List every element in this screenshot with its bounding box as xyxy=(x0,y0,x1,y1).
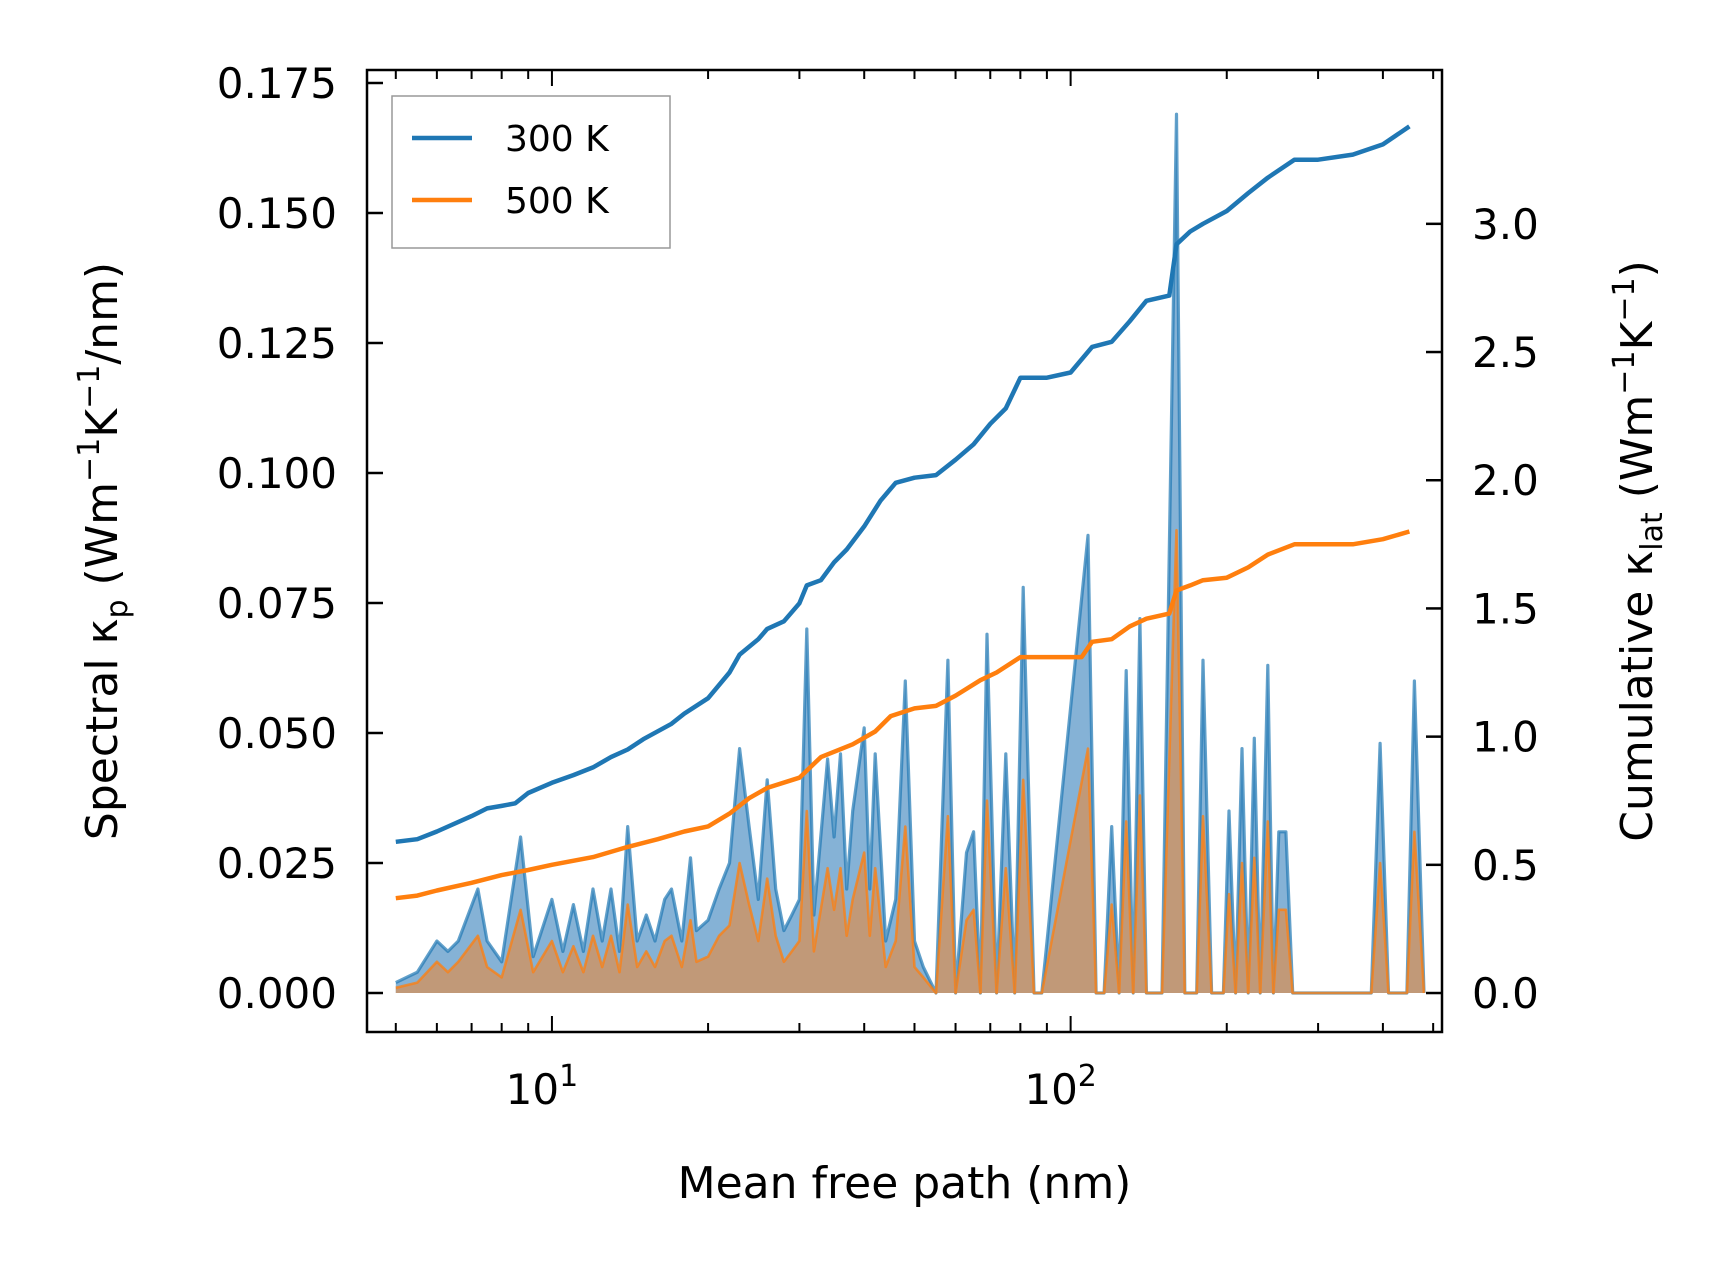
left-y-tick-label: 0.175 xyxy=(217,59,337,108)
left-y-axis-title: Spectral κp (Wm−1K−1/nm) xyxy=(72,262,135,840)
right-y-tick-label: 2.5 xyxy=(1472,328,1539,377)
cumulative-lines xyxy=(395,124,1411,901)
left-y-tick-label: 0.125 xyxy=(217,319,337,368)
left-y-tick-label: 0.150 xyxy=(217,189,337,238)
axis-labels: 0.000 0.025 0.050 0.075 0.100 0.125 0.150 0.175… xyxy=(72,59,1670,1209)
x-tick-label: 101 xyxy=(506,1059,579,1114)
cumulative-line-300k xyxy=(395,124,1411,845)
axes xyxy=(365,68,1444,1034)
cumulative-line-500k xyxy=(395,529,1411,901)
x-tick-label: 102 xyxy=(1024,1059,1097,1114)
x-axis-title: Mean free path (nm) xyxy=(678,1158,1132,1209)
legend-label: 500 K xyxy=(505,181,610,222)
right-y-tick-label: 0.0 xyxy=(1472,969,1539,1018)
plot-frame xyxy=(365,68,1444,1034)
legend-label: 300 K xyxy=(505,119,610,160)
right-y-tick-label: 1.5 xyxy=(1472,584,1539,633)
legend-box xyxy=(391,95,671,249)
right-y-axis-title: Cumulative κlat (Wm−1K−1) xyxy=(1607,260,1670,842)
spectral-line-300k xyxy=(395,112,1426,995)
spectral-fill-500k xyxy=(395,530,1424,993)
legend: 300 K 500 K xyxy=(391,95,671,249)
right-y-tick-label: 0.5 xyxy=(1472,841,1539,890)
spectral-fills xyxy=(395,112,1426,995)
left-y-tick-label: 0.025 xyxy=(217,839,337,888)
right-y-tick-label: 2.0 xyxy=(1472,456,1539,505)
right-y-tick-label: 1.0 xyxy=(1472,713,1539,762)
spectral-line-500k xyxy=(395,528,1426,995)
right-y-tick-label: 3.0 xyxy=(1472,200,1539,249)
left-y-tick-label: 0.000 xyxy=(217,969,337,1018)
left-y-tick-label: 0.075 xyxy=(217,579,337,628)
left-y-tick-label: 0.100 xyxy=(217,449,337,498)
left-y-tick-label: 0.050 xyxy=(217,709,337,758)
